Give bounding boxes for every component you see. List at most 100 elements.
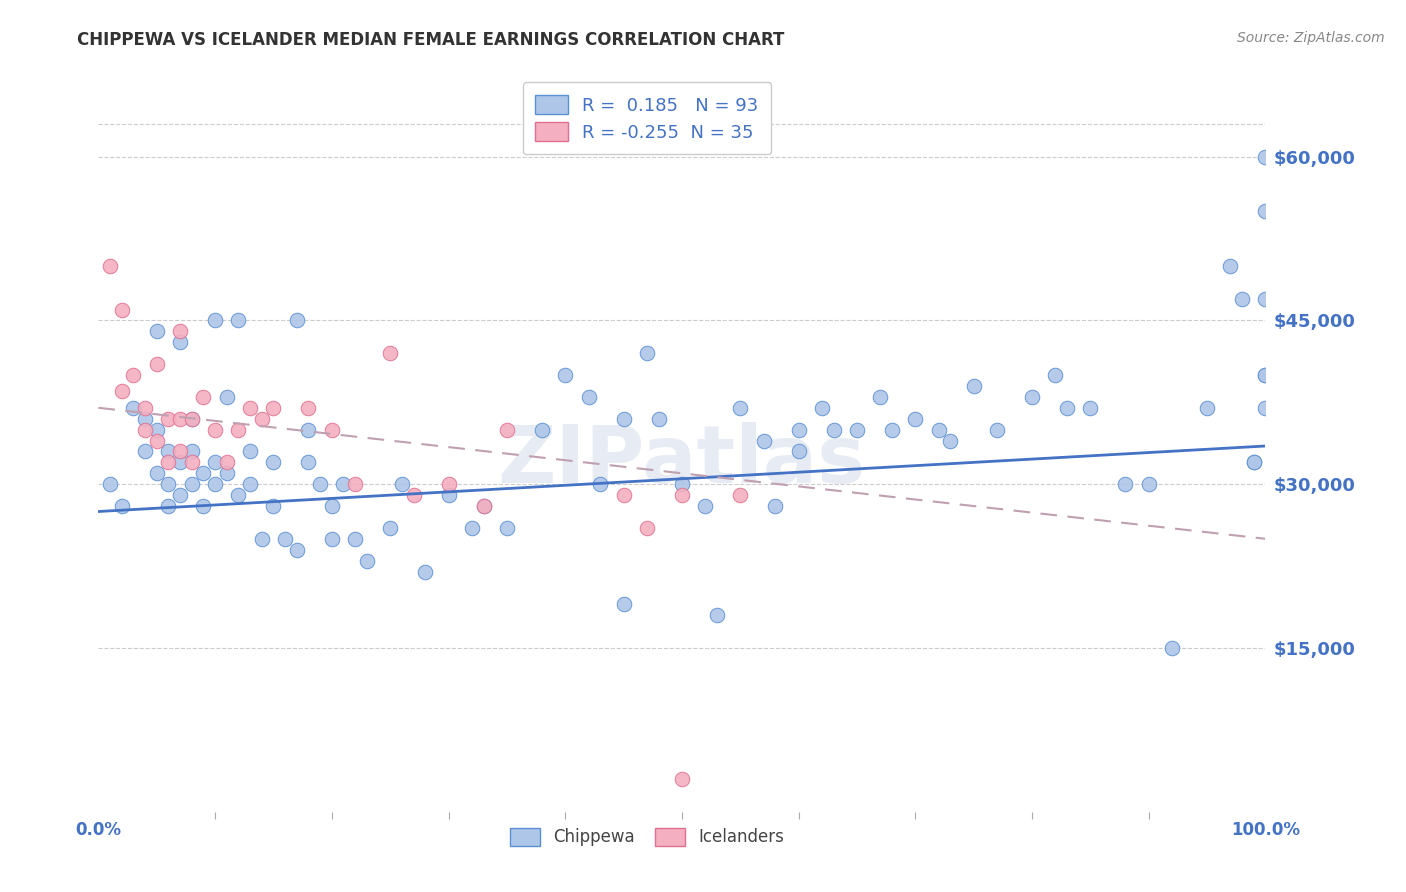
Point bbox=[647, 411, 669, 425]
Point bbox=[239, 477, 262, 491]
Point bbox=[380, 521, 402, 535]
Point bbox=[1021, 390, 1043, 404]
Point bbox=[134, 401, 156, 415]
Point bbox=[962, 379, 984, 393]
Point bbox=[671, 488, 693, 502]
Point bbox=[939, 434, 962, 448]
Point bbox=[589, 477, 612, 491]
Point bbox=[437, 488, 460, 502]
Point bbox=[193, 390, 215, 404]
Point bbox=[157, 455, 180, 469]
Point bbox=[250, 411, 273, 425]
Point bbox=[146, 357, 169, 371]
Point bbox=[285, 313, 308, 327]
Point bbox=[111, 499, 134, 513]
Point bbox=[262, 401, 284, 415]
Point bbox=[157, 411, 180, 425]
Point bbox=[706, 608, 728, 623]
Text: CHIPPEWA VS ICELANDER MEDIAN FEMALE EARNINGS CORRELATION CHART: CHIPPEWA VS ICELANDER MEDIAN FEMALE EARN… bbox=[77, 31, 785, 49]
Point bbox=[613, 488, 636, 502]
Point bbox=[823, 423, 845, 437]
Point bbox=[1056, 401, 1078, 415]
Legend: Chippewa, Icelanders: Chippewa, Icelanders bbox=[502, 819, 793, 855]
Point bbox=[180, 411, 202, 425]
Point bbox=[811, 401, 834, 415]
Point bbox=[297, 455, 319, 469]
Point bbox=[904, 411, 927, 425]
Point bbox=[1254, 204, 1277, 219]
Text: Source: ZipAtlas.com: Source: ZipAtlas.com bbox=[1237, 31, 1385, 45]
Point bbox=[846, 423, 869, 437]
Point bbox=[1080, 401, 1102, 415]
Point bbox=[380, 346, 402, 360]
Point bbox=[1243, 455, 1265, 469]
Point bbox=[122, 401, 145, 415]
Point bbox=[134, 411, 156, 425]
Point bbox=[122, 368, 145, 382]
Point bbox=[239, 444, 262, 458]
Point bbox=[1254, 401, 1277, 415]
Point bbox=[413, 565, 436, 579]
Point bbox=[1243, 455, 1265, 469]
Point bbox=[146, 324, 169, 338]
Point bbox=[239, 401, 262, 415]
Point bbox=[613, 411, 636, 425]
Point bbox=[636, 521, 658, 535]
Point bbox=[1195, 401, 1218, 415]
Point bbox=[1254, 150, 1277, 164]
Point bbox=[204, 313, 226, 327]
Point bbox=[356, 554, 378, 568]
Point bbox=[169, 444, 191, 458]
Point bbox=[1230, 292, 1253, 306]
Point bbox=[671, 477, 693, 491]
Point bbox=[752, 434, 775, 448]
Point bbox=[1254, 368, 1277, 382]
Point bbox=[437, 477, 460, 491]
Point bbox=[215, 467, 238, 481]
Point bbox=[1114, 477, 1136, 491]
Point bbox=[297, 401, 319, 415]
Point bbox=[215, 390, 238, 404]
Point bbox=[111, 302, 134, 317]
Point bbox=[695, 499, 717, 513]
Point bbox=[613, 597, 636, 611]
Point bbox=[215, 455, 238, 469]
Point bbox=[274, 532, 297, 546]
Point bbox=[169, 335, 191, 350]
Point bbox=[578, 390, 600, 404]
Point bbox=[332, 477, 354, 491]
Point bbox=[402, 488, 425, 502]
Point bbox=[297, 423, 319, 437]
Point bbox=[262, 455, 284, 469]
Point bbox=[204, 455, 226, 469]
Point bbox=[228, 488, 250, 502]
Point bbox=[321, 532, 343, 546]
Point bbox=[1161, 640, 1184, 655]
Point bbox=[986, 423, 1008, 437]
Point bbox=[111, 384, 134, 399]
Point bbox=[787, 444, 810, 458]
Point bbox=[461, 521, 484, 535]
Point bbox=[472, 499, 495, 513]
Y-axis label: Median Female Earnings: Median Female Earnings bbox=[0, 352, 7, 540]
Point bbox=[530, 423, 553, 437]
Point bbox=[928, 423, 950, 437]
Point bbox=[228, 423, 250, 437]
Point bbox=[169, 411, 191, 425]
Point bbox=[146, 434, 169, 448]
Point bbox=[554, 368, 576, 382]
Point bbox=[1254, 368, 1277, 382]
Point bbox=[1137, 477, 1160, 491]
Point bbox=[146, 467, 169, 481]
Point bbox=[193, 499, 215, 513]
Point bbox=[309, 477, 332, 491]
Point bbox=[344, 477, 367, 491]
Point bbox=[880, 423, 903, 437]
Point bbox=[763, 499, 786, 513]
Point bbox=[250, 532, 273, 546]
Point bbox=[1254, 292, 1277, 306]
Point bbox=[157, 499, 180, 513]
Point bbox=[134, 423, 156, 437]
Point bbox=[1045, 368, 1067, 382]
Point bbox=[157, 444, 180, 458]
